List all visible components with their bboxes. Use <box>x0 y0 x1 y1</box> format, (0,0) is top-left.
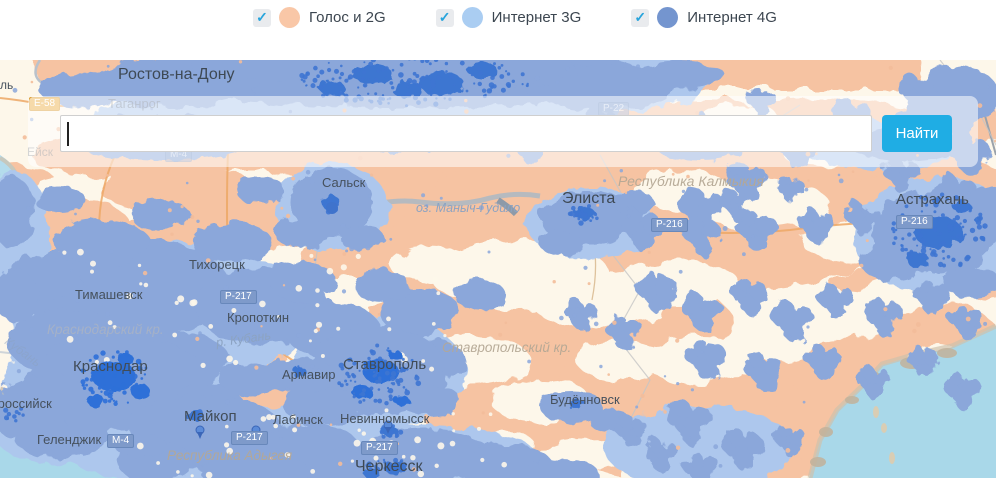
region-label-krasnodarsky: Краснодарский кр. <box>47 322 164 337</box>
city-label-fragment: ль <box>0 78 14 92</box>
city-label-kropotkin: Кропоткин <box>227 310 290 325</box>
city-label-astrakhan: Астрахань <box>896 191 969 208</box>
legend-label-3g: Интернет 3G <box>491 9 582 26</box>
check-icon: ✓ <box>634 9 647 25</box>
region-label-adygea: Республика Адыгея <box>167 448 293 463</box>
checkbox-2g[interactable]: ✓ <box>253 8 271 27</box>
region-label-kalmykia: Республика Калмыкия <box>618 173 764 189</box>
city-label-timashevsk: Тимашевск <box>75 287 143 302</box>
map-labels: Ростов-на-Дону Таганрог Ейск Сальск Элис… <box>0 60 996 478</box>
coverage-map[interactable]: Ростов-на-Дону Таганрог Ейск Сальск Элис… <box>0 60 996 478</box>
city-label-tikhoretsk: Тихорецк <box>189 257 245 272</box>
city-label-cherkessk: Черкесск <box>355 458 423 475</box>
road-badge-r216-b: Р-216 <box>896 215 933 229</box>
search-button[interactable]: Найти <box>882 115 952 152</box>
legend-bar: ✓ Голос и 2G ✓ Интернет 3G ✓ Интернет 4G <box>0 0 996 60</box>
legend-item-2g[interactable]: ✓ Голос и 2G <box>253 7 386 28</box>
search-input[interactable] <box>60 115 872 152</box>
region-label-stavropolsky: Ставропольский кр. <box>442 340 572 355</box>
legend-item-4g[interactable]: ✓ Интернет 4G <box>631 7 777 28</box>
water-label-kuban: Кубань <box>1 334 44 370</box>
legend-row: ✓ Голос и 2G ✓ Интернет 3G ✓ Интернет 4G <box>253 7 996 28</box>
legend-label-2g: Голос и 2G <box>309 9 386 26</box>
city-label-salsk: Сальск <box>322 175 366 190</box>
checkbox-4g[interactable]: ✓ <box>631 8 650 27</box>
water-label-kuban-river: р. Кубань <box>215 328 272 350</box>
city-label-budennovsk: Будённовск <box>550 392 620 407</box>
city-label-labinsk: Лабинск <box>273 412 323 427</box>
road-badge-r217-a: Р-217 <box>220 290 257 304</box>
legend-label-4g: Интернет 4G <box>687 9 777 26</box>
water-label-manych: оз. Маныч-Гудило <box>416 201 521 215</box>
text-caret <box>67 122 69 146</box>
road-badge-m4-a: М-4 <box>107 434 135 448</box>
city-label-krasnodar: Краснодар <box>73 358 148 375</box>
road-badge-r217-b: Р-217 <box>231 431 268 445</box>
legend-item-3g[interactable]: ✓ Интернет 3G <box>435 7 582 28</box>
road-badge-r216-a: Р-216 <box>651 218 688 232</box>
city-label-armavir: Армавир <box>282 367 336 382</box>
city-label-novorossiysk: Новороссийск <box>0 396 52 411</box>
city-label-nevinnomyssk: Невинномысск <box>340 411 430 426</box>
coverage-3g-icon <box>461 7 483 28</box>
road-badge-r217-c: Р-217 <box>361 441 398 455</box>
city-label-elista: Элиста <box>562 190 616 207</box>
city-label-maikop: Майкоп <box>184 408 237 425</box>
coverage-4g-icon <box>657 7 679 28</box>
city-label-gelendzhik: Геленджик <box>37 432 102 447</box>
coverage-2g-icon <box>279 7 300 28</box>
city-label-stavropol: Ставрополь <box>343 356 427 373</box>
check-icon: ✓ <box>256 9 268 25</box>
checkbox-3g[interactable]: ✓ <box>435 8 454 27</box>
city-label-rostov: Ростов-на-Дону <box>118 66 235 83</box>
check-icon: ✓ <box>438 9 451 25</box>
